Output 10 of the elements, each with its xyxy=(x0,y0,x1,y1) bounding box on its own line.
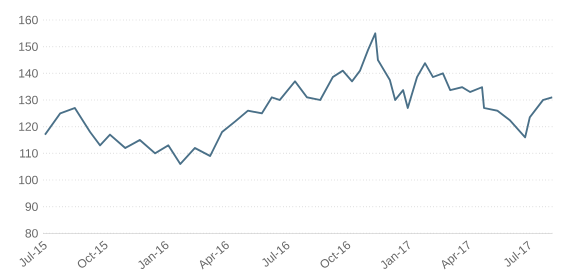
y-tick-label: 80 xyxy=(25,228,38,238)
y-tick-label: 90 xyxy=(26,202,38,211)
y-tick-label: 110 xyxy=(20,148,38,158)
y-tick-label: 120 xyxy=(19,122,38,131)
y-tick-label: 160 xyxy=(19,16,38,24)
y-tick-label: 100 xyxy=(19,176,38,184)
y-tick-label: 150 xyxy=(19,42,38,51)
y-tick-label: 140 xyxy=(19,68,38,78)
line-series xyxy=(44,32,552,165)
y-tick-label: 130 xyxy=(19,96,38,104)
